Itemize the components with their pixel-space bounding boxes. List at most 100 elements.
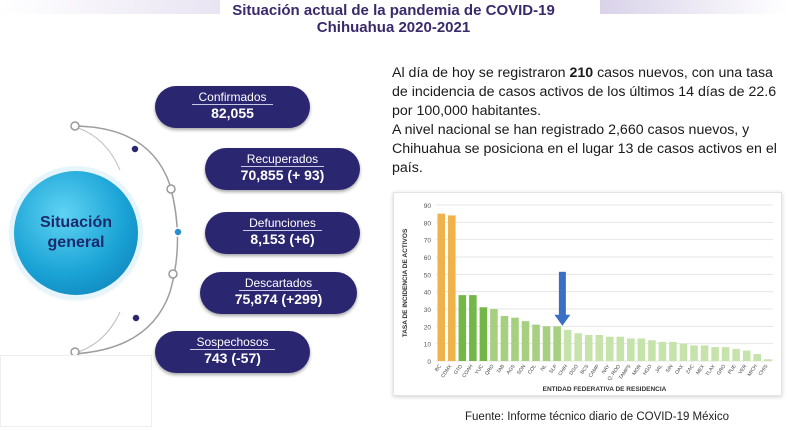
title-line-2: Chihuahua 2020-2021 [316,19,471,36]
stat-value: 8,153 (+6) [250,231,315,247]
bar [500,315,509,361]
stat-label: Sospechosos [190,335,275,350]
y-tick-label: 10 [424,342,432,349]
x-tick-label: OAX [674,363,685,376]
stat-descartados: Descartados 75,874 (+299) [200,272,357,314]
x-tick-label: SIN [665,363,675,374]
x-tick-label: MICH [747,363,759,377]
bar [532,324,540,361]
x-tick-label: QRO [484,364,496,377]
stat-label: Defunciones [243,216,322,231]
x-tick-label: TAMPS [618,363,633,381]
y-axis-label: TASA DE INCIDENCIA DE ACTIVOS [402,228,409,337]
chart-panel: 0 10 20 30 40 50 60 70 80 90 TASA DE INCIDENCIA DE… [393,192,782,396]
bar [605,336,614,361]
x-tick-label: BCS [580,363,591,375]
connector-node [70,121,80,131]
x-tick-label: PUE [727,363,738,375]
bar [753,354,761,361]
bar [448,215,456,361]
center-label-line-2: general [47,234,105,251]
stat-value: 70,855 (+ 93) [240,167,325,183]
x-tick-label: VER [737,363,748,375]
x-tick-label: MOR [631,363,643,376]
x-tick-label: CHIH [557,363,569,377]
x-tick-label: NL [540,364,549,373]
bar [542,326,551,361]
bar [690,345,698,361]
bar [700,345,709,361]
connector-arc [71,125,179,355]
y-tick-label: 0 [427,359,431,366]
stat-defunciones: Defunciones 8,153 (+6) [205,212,360,254]
stat-label: Confirmados [192,90,273,105]
x-tick-label: JAL [654,364,664,375]
y-tick-label: 90 [424,203,432,210]
x-tick-label: DGO [568,364,580,377]
y-tick-label: 70 [424,238,432,245]
bar [721,347,730,361]
bar [679,343,688,361]
center-circle: Situación general [14,171,138,295]
bar [437,213,446,361]
bar [627,338,635,361]
x-tick-label: GTO [453,364,464,376]
stat-confirmados: Confirmados 82,055 [155,86,310,128]
highlight-arrow-icon [554,271,571,326]
header-decor-right [600,0,787,14]
info-paragraph-1: Al día de hoy se registraron 210 casos n… [392,65,777,119]
bar [553,326,561,361]
x-tick-label: NAY [601,363,612,375]
bar [479,307,488,361]
x-tick-label: CHIS [758,363,770,377]
y-tick-label: 50 [424,272,432,279]
bar [763,359,772,361]
x-tick-label: CAMP [588,363,602,379]
bar [669,341,677,361]
x-axis-label: ENTIDAD FEDERATIVA DE RESIDENCIA [543,386,667,393]
info-paragraph-2: A nivel nacional se han registrado 2,660… [392,122,777,176]
connector-node [131,313,141,323]
info-text: Al día de hoy se registraron 210 casos n… [392,64,782,178]
center-label-line-1: Situación [39,214,112,231]
bar [616,336,625,361]
bar [563,329,572,361]
bar [648,340,656,361]
x-tick-label: COL [527,364,538,376]
stat-label: Descartados [238,276,319,291]
connector-node [166,184,176,194]
y-tick-label: 40 [424,290,432,297]
bar [469,295,477,361]
stat-value: 743 (-57) [204,350,261,366]
x-tick-label: TLAX [705,363,717,377]
x-tick-label: COAH [461,363,474,379]
connector-node [130,144,140,154]
stat-value: 75,874 (+299) [234,291,323,307]
x-tick-label: MEX [695,363,707,376]
incidence-bar-chart: 0 10 20 30 40 50 60 70 80 90 TASA DE INCIDENCIA DE… [402,203,773,393]
x-tick-label: HGO [642,364,654,377]
y-tick-label: 80 [424,220,432,227]
connector-node [168,269,178,279]
bar [458,295,467,361]
bar [511,317,519,361]
stat-recuperados: Recuperados 70,855 (+ 93) [205,148,360,190]
bar [584,335,593,361]
bar [521,321,530,361]
stat-value: 82,055 [211,105,254,121]
y-tick-label: 60 [424,255,432,262]
bar [595,335,604,361]
bar [711,347,719,361]
x-tick-label: CDMX [440,363,454,379]
blank-box [0,355,152,427]
source-note: Fuente: Informe técnico diario de COVID-… [465,411,729,423]
new-cases-count: 210 [569,65,594,81]
x-tick-label: BC [434,363,443,372]
x-tick-label: SLP [548,363,559,375]
bar [742,350,751,361]
page-title: Situación actual de la pandemia de COVID… [0,2,787,36]
y-tick-label: 20 [424,324,432,331]
connector-node [173,227,183,237]
stat-label: Recuperados [240,152,325,167]
stat-sospechosos: Sospechosos 743 (-57) [155,331,310,373]
